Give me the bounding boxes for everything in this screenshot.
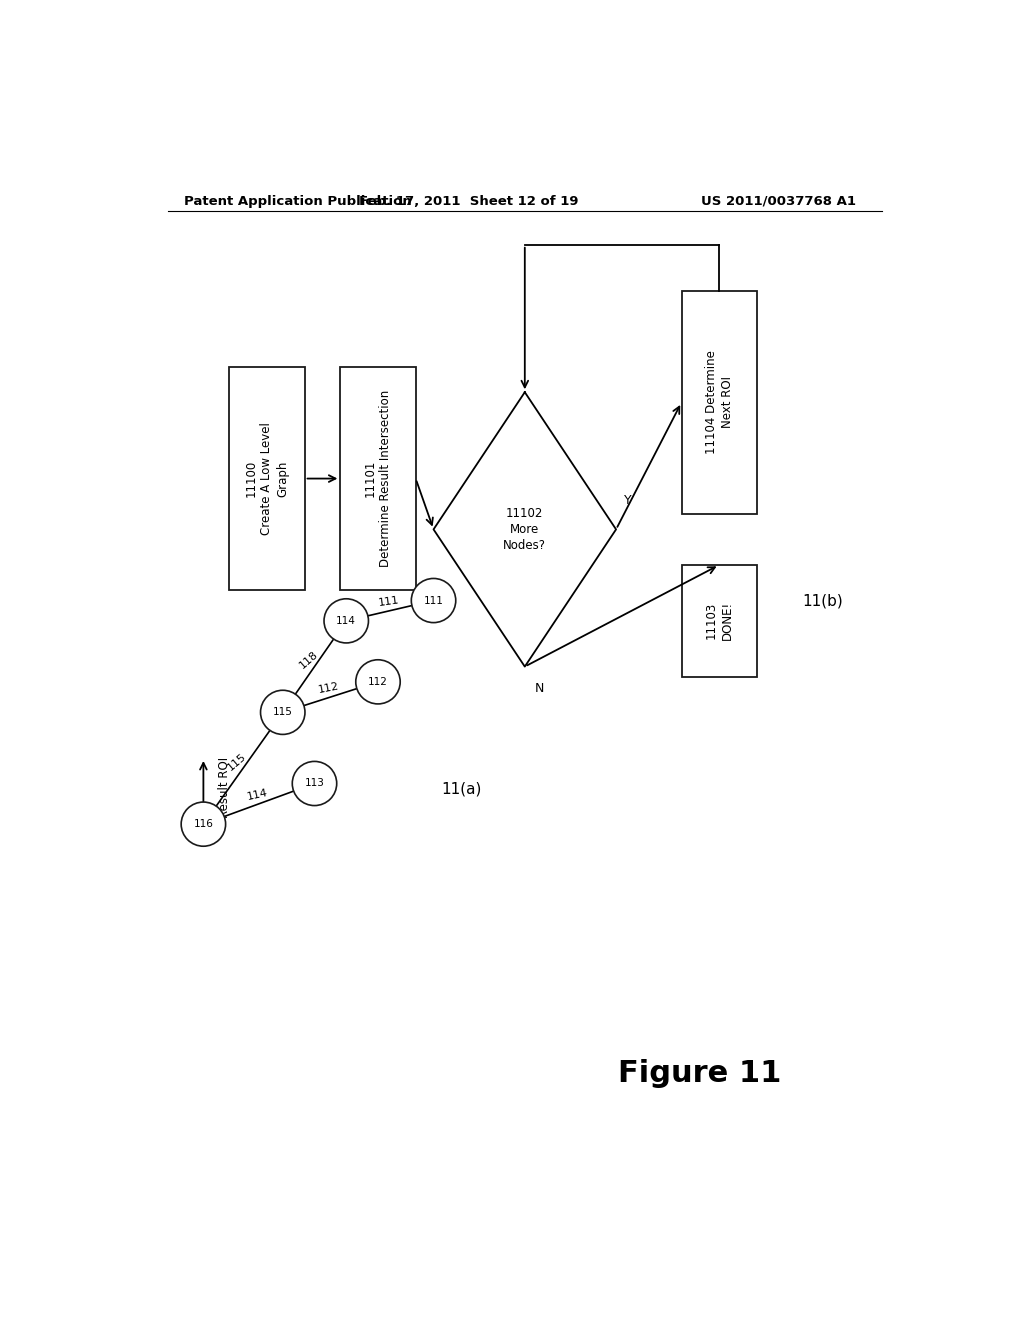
Text: 118: 118: [297, 649, 319, 671]
Text: 11101
Determine Result Intersection: 11101 Determine Result Intersection: [364, 389, 392, 568]
Text: 11102
More
Nodes?: 11102 More Nodes?: [504, 507, 546, 552]
Bar: [682, 565, 757, 677]
Text: 113: 113: [304, 779, 325, 788]
Text: 115: 115: [272, 708, 293, 717]
Text: Result ROI: Result ROI: [218, 758, 230, 818]
Text: Feb. 17, 2011  Sheet 12 of 19: Feb. 17, 2011 Sheet 12 of 19: [359, 194, 579, 207]
Text: US 2011/0037768 A1: US 2011/0037768 A1: [701, 194, 856, 207]
Text: Patent Application Publication: Patent Application Publication: [183, 194, 412, 207]
Text: 112: 112: [317, 681, 340, 696]
Text: 115: 115: [226, 751, 249, 772]
Text: 114: 114: [336, 616, 356, 626]
Ellipse shape: [181, 803, 225, 846]
Text: 11100
Create A Low Level
Graph: 11100 Create A Low Level Graph: [245, 422, 290, 535]
Text: Figure 11: Figure 11: [617, 1059, 781, 1088]
Ellipse shape: [355, 660, 400, 704]
Text: 111: 111: [424, 595, 443, 606]
Bar: [682, 290, 757, 515]
Bar: [229, 367, 304, 590]
Text: 111: 111: [378, 595, 399, 609]
Bar: [340, 367, 416, 590]
Text: 114: 114: [246, 788, 268, 803]
Text: 11(b): 11(b): [802, 593, 843, 609]
Ellipse shape: [260, 690, 305, 734]
Text: 11103
DONE!: 11103 DONE!: [705, 602, 734, 640]
Text: 112: 112: [368, 677, 388, 686]
Ellipse shape: [412, 578, 456, 623]
Text: 11(a): 11(a): [441, 781, 481, 796]
Text: 116: 116: [194, 820, 213, 829]
Ellipse shape: [292, 762, 337, 805]
Ellipse shape: [324, 599, 369, 643]
Text: N: N: [535, 682, 544, 696]
Text: Y: Y: [624, 494, 632, 507]
Text: 11104 Determine
Next ROI: 11104 Determine Next ROI: [705, 350, 734, 454]
